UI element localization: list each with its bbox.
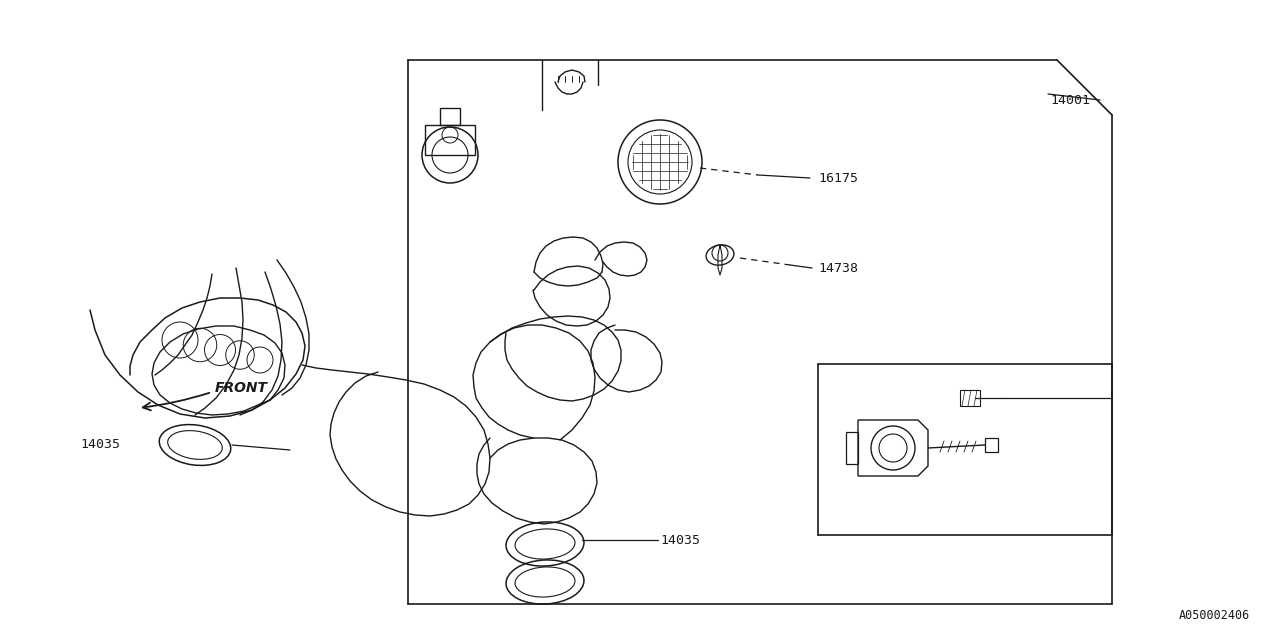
Text: A050002406: A050002406 [1179, 609, 1251, 622]
Text: FRONT: FRONT [215, 381, 268, 395]
Text: 14738: 14738 [818, 262, 858, 275]
Text: 16175: 16175 [818, 172, 858, 184]
Text: 14035: 14035 [81, 438, 120, 451]
Text: 14001: 14001 [1050, 93, 1091, 106]
Text: 14035: 14035 [660, 534, 700, 547]
